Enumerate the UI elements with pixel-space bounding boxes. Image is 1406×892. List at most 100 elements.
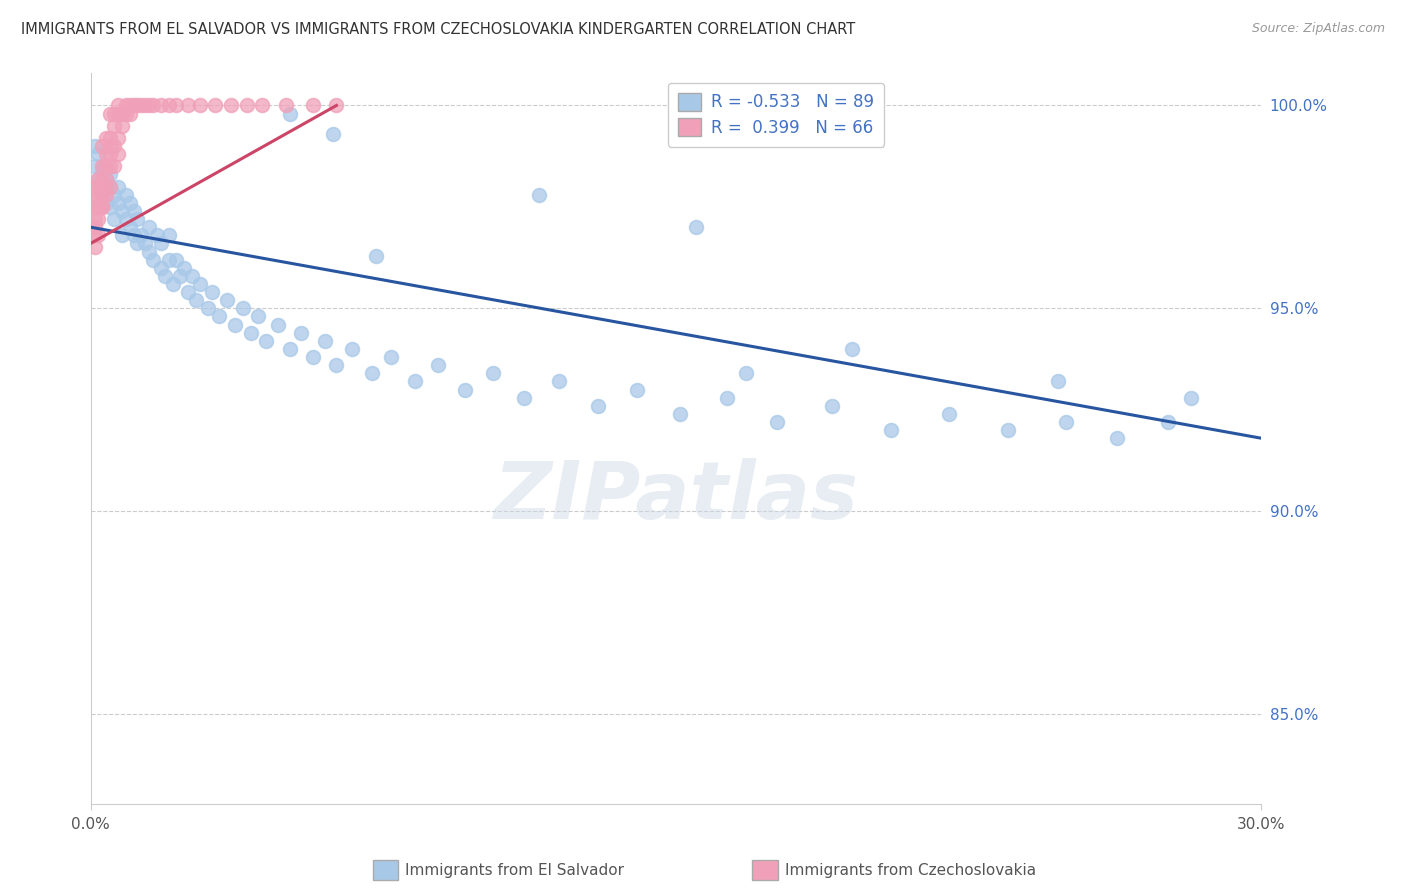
Point	[247, 310, 270, 324]
Point	[162, 277, 184, 291]
Point	[138, 244, 160, 259]
Point	[278, 106, 301, 120]
Point	[107, 131, 129, 145]
Point	[1054, 415, 1077, 429]
Point	[103, 139, 125, 153]
Point	[98, 106, 121, 120]
Point	[166, 252, 188, 267]
Text: ZIPatlas: ZIPatlas	[494, 458, 859, 536]
Point	[149, 98, 172, 112]
Point	[114, 187, 136, 202]
Point	[91, 171, 114, 186]
Point	[111, 204, 134, 219]
Point	[103, 187, 125, 202]
Point	[314, 334, 336, 348]
Point	[83, 139, 105, 153]
Point	[122, 204, 145, 219]
Point	[103, 106, 125, 120]
Point	[83, 179, 105, 194]
Point	[118, 220, 141, 235]
Point	[87, 171, 110, 186]
Point	[586, 399, 609, 413]
Point	[252, 98, 274, 112]
Point	[87, 228, 110, 243]
Point	[96, 179, 118, 194]
Point	[146, 228, 169, 243]
Point	[184, 293, 207, 308]
Point	[177, 98, 200, 112]
Point	[938, 407, 960, 421]
Point	[879, 423, 901, 437]
Point	[302, 98, 325, 112]
Point	[83, 200, 105, 214]
Point	[290, 326, 312, 340]
Point	[111, 119, 134, 133]
Point	[821, 399, 844, 413]
Point	[107, 195, 129, 210]
Point	[157, 98, 180, 112]
Point	[153, 268, 176, 283]
Point	[131, 228, 153, 243]
Point	[232, 301, 254, 316]
Point	[254, 334, 277, 348]
Point	[188, 98, 211, 112]
Point	[735, 367, 758, 381]
Point	[122, 228, 145, 243]
Point	[1180, 391, 1202, 405]
Point	[325, 358, 347, 372]
Point	[118, 98, 141, 112]
Point	[96, 147, 118, 161]
Point	[302, 350, 325, 364]
Point	[142, 98, 165, 112]
Point	[103, 212, 125, 227]
Point	[114, 98, 136, 112]
Point	[91, 200, 114, 214]
Point	[83, 220, 105, 235]
Point	[204, 98, 226, 112]
Point	[98, 131, 121, 145]
Text: Immigrants from El Salvador: Immigrants from El Salvador	[405, 863, 624, 878]
Point	[239, 326, 262, 340]
Point	[96, 187, 118, 202]
Point	[103, 119, 125, 133]
Point	[157, 228, 180, 243]
Text: Source: ZipAtlas.com: Source: ZipAtlas.com	[1251, 22, 1385, 36]
Point	[766, 415, 789, 429]
Point	[997, 423, 1019, 437]
Point	[96, 195, 118, 210]
Point	[114, 212, 136, 227]
Point	[96, 171, 118, 186]
Point	[98, 168, 121, 182]
Point	[107, 147, 129, 161]
Point	[83, 212, 105, 227]
Point	[380, 350, 402, 364]
Point	[96, 171, 118, 186]
Point	[177, 285, 200, 300]
Point	[98, 179, 121, 194]
Point	[111, 106, 134, 120]
Point	[404, 375, 426, 389]
Point	[149, 236, 172, 251]
Point	[548, 375, 571, 389]
Point	[83, 187, 105, 202]
Point	[181, 268, 204, 283]
Point	[217, 293, 239, 308]
Point	[138, 220, 160, 235]
Point	[138, 98, 160, 112]
Text: Immigrants from Czechoslovakia: Immigrants from Czechoslovakia	[785, 863, 1036, 878]
Point	[96, 131, 118, 145]
Text: IMMIGRANTS FROM EL SALVADOR VS IMMIGRANTS FROM CZECHOSLOVAKIA KINDERGARTEN CORRE: IMMIGRANTS FROM EL SALVADOR VS IMMIGRANT…	[21, 22, 855, 37]
Point	[1047, 375, 1070, 389]
Point	[224, 318, 246, 332]
Point	[87, 200, 110, 214]
Point	[83, 228, 105, 243]
Point	[127, 236, 149, 251]
Point	[481, 367, 503, 381]
Point	[87, 187, 110, 202]
Point	[103, 159, 125, 173]
Point	[83, 159, 105, 173]
Point	[87, 212, 110, 227]
Point	[169, 268, 191, 283]
Point	[325, 98, 347, 112]
Point	[267, 318, 290, 332]
